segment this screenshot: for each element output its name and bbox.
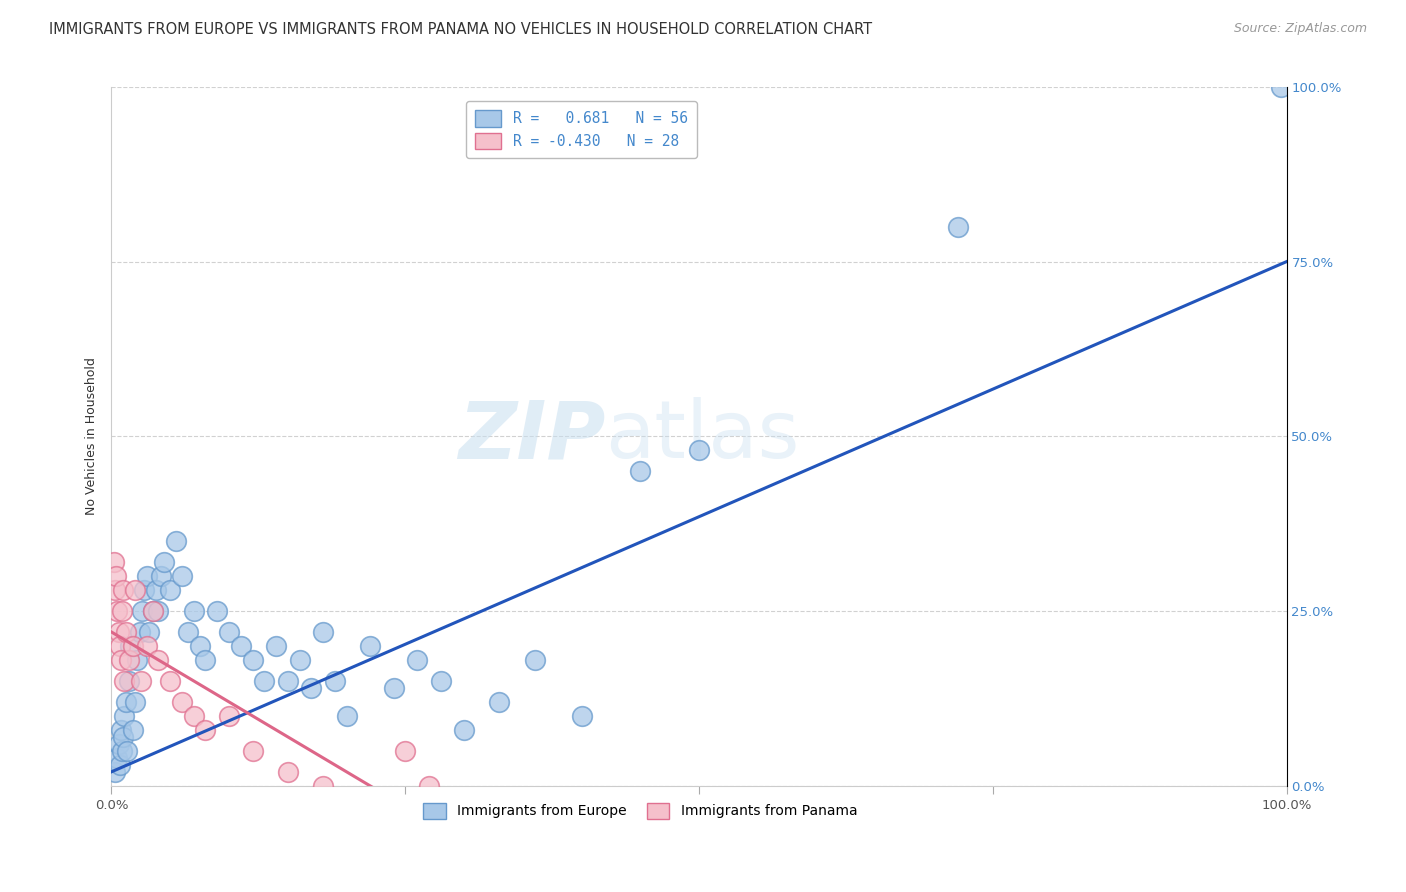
Point <box>120 639 142 653</box>
Point <box>394 744 416 758</box>
Point <box>107 625 129 640</box>
Point <box>177 625 200 640</box>
Point <box>218 709 240 723</box>
Point <box>111 744 134 758</box>
Point <box>111 604 134 618</box>
Point <box>288 653 311 667</box>
Point <box>299 681 322 695</box>
Text: atlas: atlas <box>605 397 800 475</box>
Point <box>104 764 127 779</box>
Point <box>110 723 132 737</box>
Point <box>110 653 132 667</box>
Point <box>148 653 170 667</box>
Point <box>121 639 143 653</box>
Point <box>124 695 146 709</box>
Point <box>188 639 211 653</box>
Point <box>218 625 240 640</box>
Point <box>1270 79 1292 94</box>
Point <box>323 673 346 688</box>
Point <box>382 681 405 695</box>
Point <box>105 604 128 618</box>
Text: ZIP: ZIP <box>457 397 605 475</box>
Point <box>142 604 165 618</box>
Point <box>406 653 429 667</box>
Point <box>335 709 357 723</box>
Point <box>183 604 205 618</box>
Point <box>207 604 229 618</box>
Point <box>108 639 131 653</box>
Point <box>159 583 181 598</box>
Point <box>229 639 252 653</box>
Point <box>112 730 135 744</box>
Point <box>112 673 135 688</box>
Point <box>183 709 205 723</box>
Point <box>145 583 167 598</box>
Point <box>312 779 335 793</box>
Y-axis label: No Vehicles in Household: No Vehicles in Household <box>86 358 98 516</box>
Point <box>135 639 157 653</box>
Point <box>153 555 176 569</box>
Legend: Immigrants from Europe, Immigrants from Panama: Immigrants from Europe, Immigrants from … <box>418 797 863 824</box>
Point <box>114 625 136 640</box>
Point <box>194 653 217 667</box>
Point <box>118 673 141 688</box>
Point <box>138 625 160 640</box>
Point <box>159 673 181 688</box>
Text: Source: ZipAtlas.com: Source: ZipAtlas.com <box>1233 22 1367 36</box>
Point <box>114 695 136 709</box>
Point <box>523 653 546 667</box>
Point <box>571 709 593 723</box>
Point <box>453 723 475 737</box>
Point <box>418 779 440 793</box>
Point <box>277 673 299 688</box>
Point <box>277 764 299 779</box>
Point <box>946 219 969 234</box>
Point <box>194 723 217 737</box>
Point <box>312 625 335 640</box>
Point <box>118 653 141 667</box>
Point <box>135 569 157 583</box>
Point <box>103 555 125 569</box>
Point <box>165 534 187 549</box>
Point <box>170 695 193 709</box>
Point <box>129 673 152 688</box>
Point <box>242 653 264 667</box>
Point <box>242 744 264 758</box>
Point <box>104 583 127 598</box>
Point <box>142 604 165 618</box>
Point <box>359 639 381 653</box>
Point <box>128 625 150 640</box>
Point <box>148 604 170 618</box>
Point <box>105 569 128 583</box>
Point <box>488 695 510 709</box>
Point <box>688 443 710 458</box>
Point <box>134 583 156 598</box>
Point <box>112 709 135 723</box>
Point <box>131 604 153 618</box>
Point <box>112 583 135 598</box>
Point <box>107 737 129 751</box>
Point <box>628 464 651 478</box>
Point <box>264 639 287 653</box>
Point <box>253 673 276 688</box>
Point <box>429 673 451 688</box>
Point <box>105 751 128 765</box>
Point <box>170 569 193 583</box>
Point <box>115 744 138 758</box>
Point <box>149 569 172 583</box>
Point <box>127 653 149 667</box>
Point <box>124 583 146 598</box>
Text: IMMIGRANTS FROM EUROPE VS IMMIGRANTS FROM PANAMA NO VEHICLES IN HOUSEHOLD CORREL: IMMIGRANTS FROM EUROPE VS IMMIGRANTS FRO… <box>49 22 872 37</box>
Point <box>121 723 143 737</box>
Point <box>108 757 131 772</box>
